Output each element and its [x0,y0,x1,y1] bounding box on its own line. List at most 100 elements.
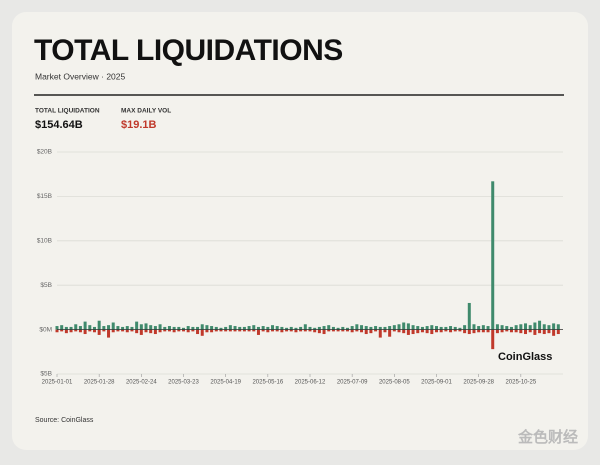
bar [481,325,485,330]
bar [388,326,392,330]
bar [69,326,73,330]
bar [228,325,232,330]
bar [481,329,485,333]
bar [64,326,68,330]
y-tick-label: $0M [39,326,52,333]
y-tick-label: $5B [40,371,52,378]
bar [495,324,499,330]
bar [135,321,139,330]
bar [111,329,115,333]
bar [491,181,495,330]
bar [233,326,237,330]
bar [341,329,345,332]
bar [139,329,143,335]
bar [285,327,289,330]
bar [294,329,298,333]
bar [289,326,293,330]
bar [92,326,96,330]
source: Source: CoinGlass [35,417,94,424]
bar [538,329,542,334]
bar [266,326,270,330]
bar [252,325,256,330]
bar [350,326,354,330]
bar [299,326,303,330]
bar [402,329,406,334]
bar [88,329,92,332]
bar [552,323,556,330]
bar [200,329,204,336]
bar [383,329,387,333]
bar [472,329,476,334]
bar [294,327,298,330]
bar [144,329,148,333]
bar [200,324,204,330]
bar [378,329,382,338]
watermark: 金色财经 [517,428,578,446]
bar [322,326,326,330]
stat-label: TOTAL LIQUIDATION [35,108,100,115]
bar [374,326,378,330]
bar [233,329,237,332]
bar [345,329,349,332]
subtitle: Market Overview · 2025 [35,71,125,81]
bar [547,325,551,330]
bar [261,326,265,330]
bar [186,326,190,330]
bar [196,326,200,330]
bar [331,326,335,330]
x-tick-label: 2025-01-28 [84,380,115,386]
bar [524,323,528,330]
bar [153,326,157,330]
bar [528,329,532,333]
bar [78,329,82,333]
bar [172,326,176,330]
bar [205,329,209,333]
bar [416,326,420,330]
title: TOTAL LIQUIDATIONS [34,34,343,67]
bar [92,329,96,333]
bar [271,325,275,330]
bar [210,329,214,333]
bar [533,329,537,335]
x-tick-label: 2025-09-01 [421,380,452,386]
y-tick-label: $5B [40,282,52,289]
y-tick-label: $15B [37,193,52,200]
bar [463,325,467,330]
bar [158,324,162,330]
bar [458,327,462,330]
bar [552,329,556,336]
bar [463,329,467,334]
bar [252,329,256,332]
bar [406,323,410,330]
bar [167,326,171,330]
x-tick-label: 2025-10-25 [505,380,536,386]
bar [228,329,232,332]
bar [397,329,401,333]
bar [458,329,462,332]
bar [238,329,242,332]
bar [505,326,509,330]
bar [116,329,120,332]
bar [275,326,279,330]
bar [392,325,396,330]
bar [542,324,546,330]
bar [509,326,513,330]
bar [477,326,481,330]
bar [524,329,528,335]
bar [97,329,101,335]
bar [453,326,457,330]
bar [364,329,368,335]
bar [486,326,490,330]
plot: $5B $0M $5B $10B $15B $20B 2025-01-01 2025-01-2… [37,149,563,386]
bar [196,329,200,335]
bar [435,329,438,333]
bar [172,329,176,333]
bar [308,326,312,330]
stat-value: $154.64B [35,119,83,131]
bar [167,329,171,332]
bar [83,329,87,335]
bar [514,329,518,333]
bar [453,329,457,332]
bar [182,329,185,332]
stat-label: MAX DAILY VOL [121,108,171,115]
